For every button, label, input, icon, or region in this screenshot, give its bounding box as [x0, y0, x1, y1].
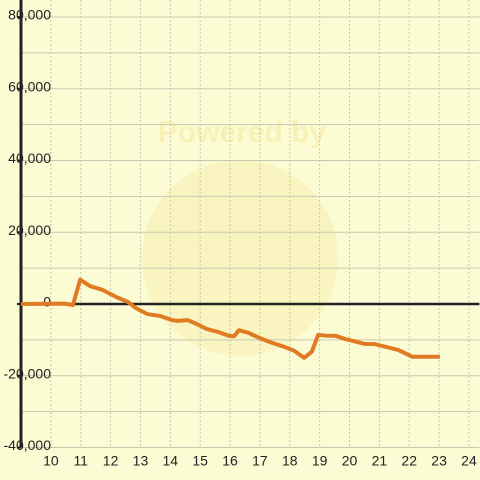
y-tick-label: 20,000	[8, 222, 51, 238]
line	[20, 277, 440, 360]
y-tick-label: -20,000	[4, 365, 52, 381]
x-tick-label: 23	[431, 453, 447, 469]
x-tick-label: 16	[222, 453, 238, 469]
y-tick-label: 80,000	[8, 7, 51, 23]
x-tick-label: 10	[43, 453, 59, 469]
x-tick-label: 18	[282, 453, 298, 469]
x-tick-label: 13	[133, 453, 149, 469]
x-tick-label: 12	[103, 453, 119, 469]
watermark: Powered by	[142, 116, 338, 356]
x-tick-label: 19	[312, 453, 328, 469]
y-tick-label: -40,000	[4, 437, 52, 453]
x-tick-label: 21	[372, 453, 388, 469]
watermark-text: Powered by	[158, 116, 327, 149]
y-tick-label: 0	[43, 294, 51, 310]
x-tick-label: 24	[461, 453, 477, 469]
y-tick-label: 60,000	[8, 78, 51, 94]
x-tick-label: 14	[163, 453, 179, 469]
x-tick-label: 11	[73, 453, 88, 469]
x-tick-label: 22	[401, 453, 417, 469]
watermark-logo	[142, 160, 338, 356]
y-tick-label: 40,000	[8, 150, 51, 166]
x-tick-label: 15	[192, 453, 208, 469]
x-tick-label: 20	[342, 453, 358, 469]
x-tick-label: 17	[252, 453, 268, 469]
